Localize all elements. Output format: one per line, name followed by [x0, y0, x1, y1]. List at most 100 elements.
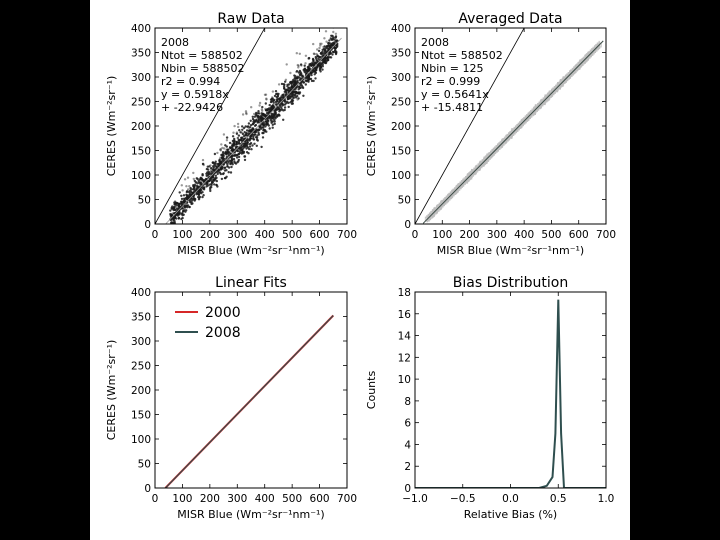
raw-data-point — [280, 82, 284, 86]
raw-data-point — [327, 47, 330, 51]
y-tick-label: 400 — [131, 287, 151, 299]
stats-annotation-line: 2008 — [421, 36, 449, 49]
raw-data-point — [209, 167, 213, 170]
plot-area — [155, 28, 342, 224]
raw-data-point — [257, 110, 260, 113]
raw-data-point — [275, 113, 278, 117]
raw-data-point — [235, 140, 238, 144]
raw-data-point — [285, 89, 288, 92]
raw-data-point — [177, 204, 181, 208]
raw-data-point — [226, 163, 229, 166]
raw-data-point — [312, 52, 316, 55]
raw-data-point — [274, 111, 277, 115]
raw-data-point — [310, 79, 314, 83]
raw-data-point — [295, 52, 298, 55]
raw-data-point — [236, 122, 240, 126]
raw-data-point — [244, 110, 248, 113]
raw-data-point — [245, 131, 248, 135]
raw-data-point — [265, 97, 268, 100]
raw-data-point — [201, 195, 204, 199]
raw-data-point — [241, 151, 244, 154]
raw-data-point — [175, 206, 178, 210]
raw-data-point — [296, 75, 299, 79]
raw-data-point — [231, 148, 235, 151]
raw-data-point — [244, 134, 248, 137]
averaged-data-point — [463, 177, 469, 183]
raw-data-point — [271, 123, 274, 127]
averaged-data-point — [476, 164, 482, 170]
raw-data-point — [229, 162, 232, 165]
raw-data-point — [241, 128, 244, 131]
averaged-data-point — [542, 97, 548, 103]
stats-annotation-line: Nbin = 588502 — [161, 62, 244, 75]
raw-data-point — [229, 171, 233, 174]
raw-data-point — [283, 83, 286, 87]
raw-data-point — [206, 184, 209, 187]
raw-data-point — [237, 141, 241, 145]
raw-data-point — [192, 171, 195, 175]
fit-line — [422, 40, 604, 224]
raw-data-point — [312, 42, 315, 46]
raw-data-point — [213, 152, 217, 156]
raw-data-point — [295, 77, 298, 80]
raw-data-point — [214, 174, 217, 177]
y-axis-label: CERES (Wm⁻²sr⁻¹) — [105, 340, 118, 441]
raw-data-point — [224, 161, 227, 164]
raw-data-point — [307, 74, 311, 78]
raw-data-point — [270, 108, 274, 111]
stats-annotation-line: Ntot = 588502 — [421, 49, 503, 62]
averaged-data-point — [538, 101, 544, 107]
x-tick-label: 300 — [227, 493, 247, 505]
raw-data-point — [231, 143, 234, 147]
y-tick-label: 350 — [131, 48, 151, 60]
raw-data-point — [208, 183, 211, 186]
raw-data-point — [242, 144, 246, 147]
raw-data-point — [251, 144, 254, 147]
raw-data-point — [283, 106, 287, 109]
raw-data-point — [206, 174, 210, 177]
averaged-data-point — [435, 205, 441, 211]
raw-data-chart: Raw Data 0 100 200 300 400 500 600 700 0 50 100 150 2… — [105, 11, 357, 257]
raw-data-point — [176, 214, 180, 217]
x-tick-label: 0 — [152, 229, 159, 241]
averaged-data-point — [556, 83, 562, 89]
figure-panel: Raw Data 0 100 200 300 400 500 600 700 0 50 100 150 2… — [90, 0, 630, 540]
raw-data-point — [312, 63, 316, 66]
raw-data-point — [239, 131, 242, 134]
raw-data-point — [175, 204, 178, 207]
averaged-data-point — [526, 114, 531, 120]
raw-data-point — [320, 42, 323, 45]
averaged-data-point — [495, 145, 501, 150]
raw-data-point — [188, 205, 191, 209]
raw-data-point — [210, 168, 213, 172]
x-axis-label: MISR Blue (Wm⁻²sr⁻¹nm⁻¹) — [177, 508, 324, 521]
raw-data-point — [252, 135, 255, 138]
raw-data-point — [305, 79, 308, 83]
raw-data-point — [226, 165, 229, 168]
averaged-data-point — [573, 66, 579, 72]
raw-data-point — [210, 185, 213, 189]
raw-data-point — [304, 54, 308, 57]
raw-data-point — [193, 185, 196, 189]
y-tick-label: 300 — [131, 72, 151, 84]
raw-data-point — [243, 131, 246, 134]
raw-data-point — [275, 115, 279, 118]
raw-data-point — [287, 86, 290, 90]
raw-data-point — [258, 104, 261, 107]
raw-data-point — [172, 206, 176, 209]
raw-data-point — [225, 148, 228, 151]
x-tick-label: 600 — [310, 493, 330, 505]
raw-data-point — [221, 153, 224, 157]
raw-data-point — [251, 115, 254, 119]
raw-data-point — [201, 174, 204, 177]
raw-data-point — [200, 178, 203, 181]
raw-data-point — [225, 155, 229, 158]
averaged-data-point — [442, 198, 448, 204]
x-axis-label: MISR Blue (Wm⁻²sr⁻¹nm⁻¹) — [437, 244, 584, 257]
raw-data-point — [183, 178, 187, 181]
raw-data-point — [248, 126, 252, 129]
raw-data-point — [304, 62, 307, 65]
raw-data-point — [216, 185, 219, 188]
raw-data-point — [196, 185, 200, 188]
